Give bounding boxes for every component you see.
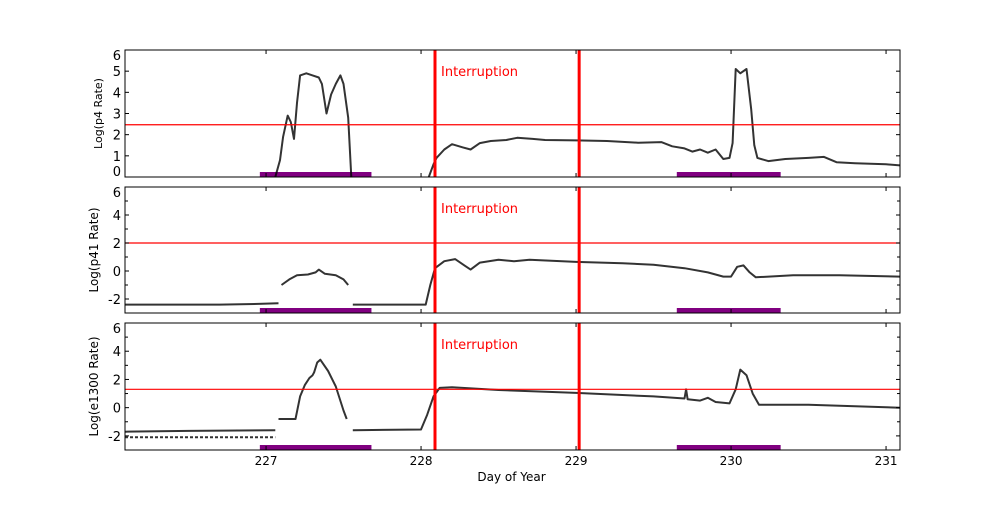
data-series-line	[125, 429, 276, 433]
y-axis-label: Log(p4 Rate)	[92, 78, 105, 149]
data-series-line	[352, 258, 900, 306]
data-series-line	[274, 72, 353, 177]
highlight-bar	[259, 172, 372, 177]
x-tick-label: 230	[720, 454, 743, 468]
data-series-line	[280, 268, 349, 286]
y-tick-label: 1	[113, 150, 121, 165]
y-tick-label: 4	[113, 209, 121, 224]
y-tick-label: 6	[113, 49, 121, 64]
y-tick-label: 4	[113, 86, 121, 101]
y-tick-label: 4	[113, 345, 121, 360]
highlight-bar	[676, 445, 781, 450]
plot-area	[125, 187, 900, 313]
data-series-line	[427, 68, 900, 177]
x-axis-label: Day of Year	[477, 470, 545, 484]
axes-frame	[124, 186, 901, 314]
panel-3: Interruption -2 0 2 4 6 227 228 229 230 231 Day of …	[87, 322, 901, 484]
y-tick-label: -2	[108, 430, 121, 445]
y-tick-label: 3	[113, 108, 121, 123]
x-tick-label: 227	[255, 454, 278, 468]
panel-2: Interruption -2 0 2 4 6 Log(p41 Rate)	[87, 186, 901, 314]
x-tick-label: 231	[875, 454, 898, 468]
y-tick-label: 6	[113, 322, 121, 337]
axes-frame	[124, 322, 901, 451]
y-tick-label: 0	[113, 165, 121, 180]
plot-area	[125, 323, 900, 450]
y-tick-label: -2	[108, 293, 121, 308]
x-tick-label: 228	[410, 454, 433, 468]
y-axis-label: Log(e1300 Rate)	[87, 336, 101, 436]
interruption-label: Interruption	[441, 338, 518, 353]
interruption-label: Interruption	[441, 65, 518, 80]
panel-1: Interruption 01 2 3 4 56 Log(p4 Rate)	[92, 49, 901, 180]
x-tick-label: 229	[565, 454, 588, 468]
y-tick-label: 5	[113, 65, 121, 80]
highlight-bar	[676, 172, 781, 177]
highlight-bar	[259, 308, 372, 313]
interruption-label: Interruption	[441, 202, 518, 217]
data-series-line	[278, 358, 348, 420]
data-series-line	[125, 302, 279, 306]
y-tick-label: 0	[113, 402, 121, 417]
y-tick-label: 2	[113, 373, 121, 388]
y-tick-label: 2	[113, 237, 121, 252]
plot-area	[125, 50, 900, 177]
y-tick-label: 2	[113, 129, 121, 144]
y-axis-label: Log(p41 Rate)	[87, 207, 101, 292]
highlight-bar	[259, 445, 372, 450]
highlight-bar	[676, 308, 781, 313]
y-tick-label: 0	[113, 265, 121, 280]
y-tick-label: 6	[113, 186, 121, 201]
